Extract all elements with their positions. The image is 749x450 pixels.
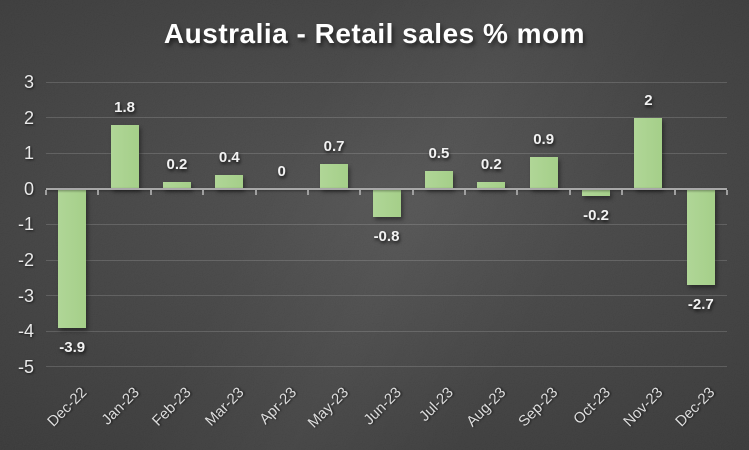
- axis-tick: [97, 189, 100, 195]
- bar-value-label: 2: [644, 91, 653, 109]
- bar-value-label: 0.2: [480, 155, 502, 173]
- gridline: [46, 366, 727, 368]
- x-axis-label: Dec-23: [672, 384, 719, 431]
- bar: [477, 181, 506, 189]
- bar: [58, 188, 87, 328]
- bar: [162, 181, 191, 189]
- y-axis-label: -2: [17, 250, 34, 270]
- bar-value-label: 0.2: [166, 155, 188, 173]
- chart-title: Australia - Retail sales % mom: [163, 18, 586, 49]
- bar-value-label: 0.4: [218, 148, 240, 166]
- bar-value-label: 0.5: [428, 145, 450, 162]
- y-axis-label: -3: [17, 285, 34, 306]
- x-axis-label: Dec-22: [44, 384, 91, 431]
- bar-value-label: -0.2: [583, 206, 609, 224]
- x-axis-label: Aug-23: [463, 384, 510, 431]
- y-axis-label: 0: [23, 178, 34, 199]
- y-axis-label: 2: [23, 107, 34, 128]
- bar: [110, 124, 139, 189]
- x-axis-label: Jan-23: [98, 384, 143, 429]
- axis-tick: [464, 189, 467, 195]
- bar-value-label: -3.9: [59, 338, 86, 356]
- axis-tick: [306, 189, 309, 195]
- axis-tick: [202, 189, 205, 195]
- x-axis-label: Jun-23: [360, 384, 405, 429]
- y-axis-label: -1: [17, 214, 34, 235]
- bar-value-label: 1.8: [114, 98, 135, 116]
- x-axis-label: Sep-23: [515, 384, 562, 431]
- axis-tick: [673, 189, 676, 195]
- bar-value-label: 0.9: [533, 130, 555, 148]
- x-axis-label: Apr-23: [255, 384, 300, 428]
- axis-tick: [726, 189, 728, 195]
- axis-tick: [254, 189, 257, 195]
- bar: [582, 188, 611, 196]
- axis-tick: [568, 189, 571, 195]
- y-axis-label: 1: [23, 143, 34, 164]
- gridline: [46, 152, 727, 154]
- x-axis-label: Mar-23: [201, 384, 248, 430]
- bar-value-label: 0.7: [323, 137, 345, 155]
- bar: [372, 188, 401, 218]
- axis-tick: [621, 189, 624, 195]
- bar: [215, 174, 244, 189]
- bar: [686, 188, 715, 285]
- gridline: [46, 295, 727, 297]
- x-axis-label: Jul-23: [415, 384, 457, 425]
- gridline: [46, 223, 727, 225]
- bar: [320, 163, 349, 189]
- zero-axis-line: [46, 187, 727, 190]
- x-axis-label: Feb-23: [149, 384, 195, 430]
- axis-tick: [149, 189, 152, 195]
- y-axis-label: -4: [17, 321, 34, 342]
- gridline: [46, 117, 727, 119]
- gridline: [46, 330, 727, 332]
- bar-value-label: -2.7: [687, 295, 714, 313]
- x-axis-label: Nov-23: [620, 384, 667, 431]
- bar-value-label: -0.8: [373, 228, 400, 246]
- bar: [529, 156, 558, 189]
- bar: [424, 171, 453, 189]
- x-axis-label: May-23: [304, 384, 353, 432]
- gridline: [46, 81, 727, 83]
- y-axis-label: -5: [17, 356, 34, 377]
- bar-value-label: 0: [277, 162, 286, 180]
- axis-tick: [411, 189, 414, 195]
- gridline: [46, 259, 727, 261]
- axis-tick: [45, 189, 47, 195]
- axis-tick: [359, 189, 362, 195]
- bar: [634, 117, 663, 189]
- y-axis-label: 3: [23, 72, 34, 92]
- x-axis-label: Oct-23: [570, 384, 615, 428]
- axis-tick: [516, 189, 519, 195]
